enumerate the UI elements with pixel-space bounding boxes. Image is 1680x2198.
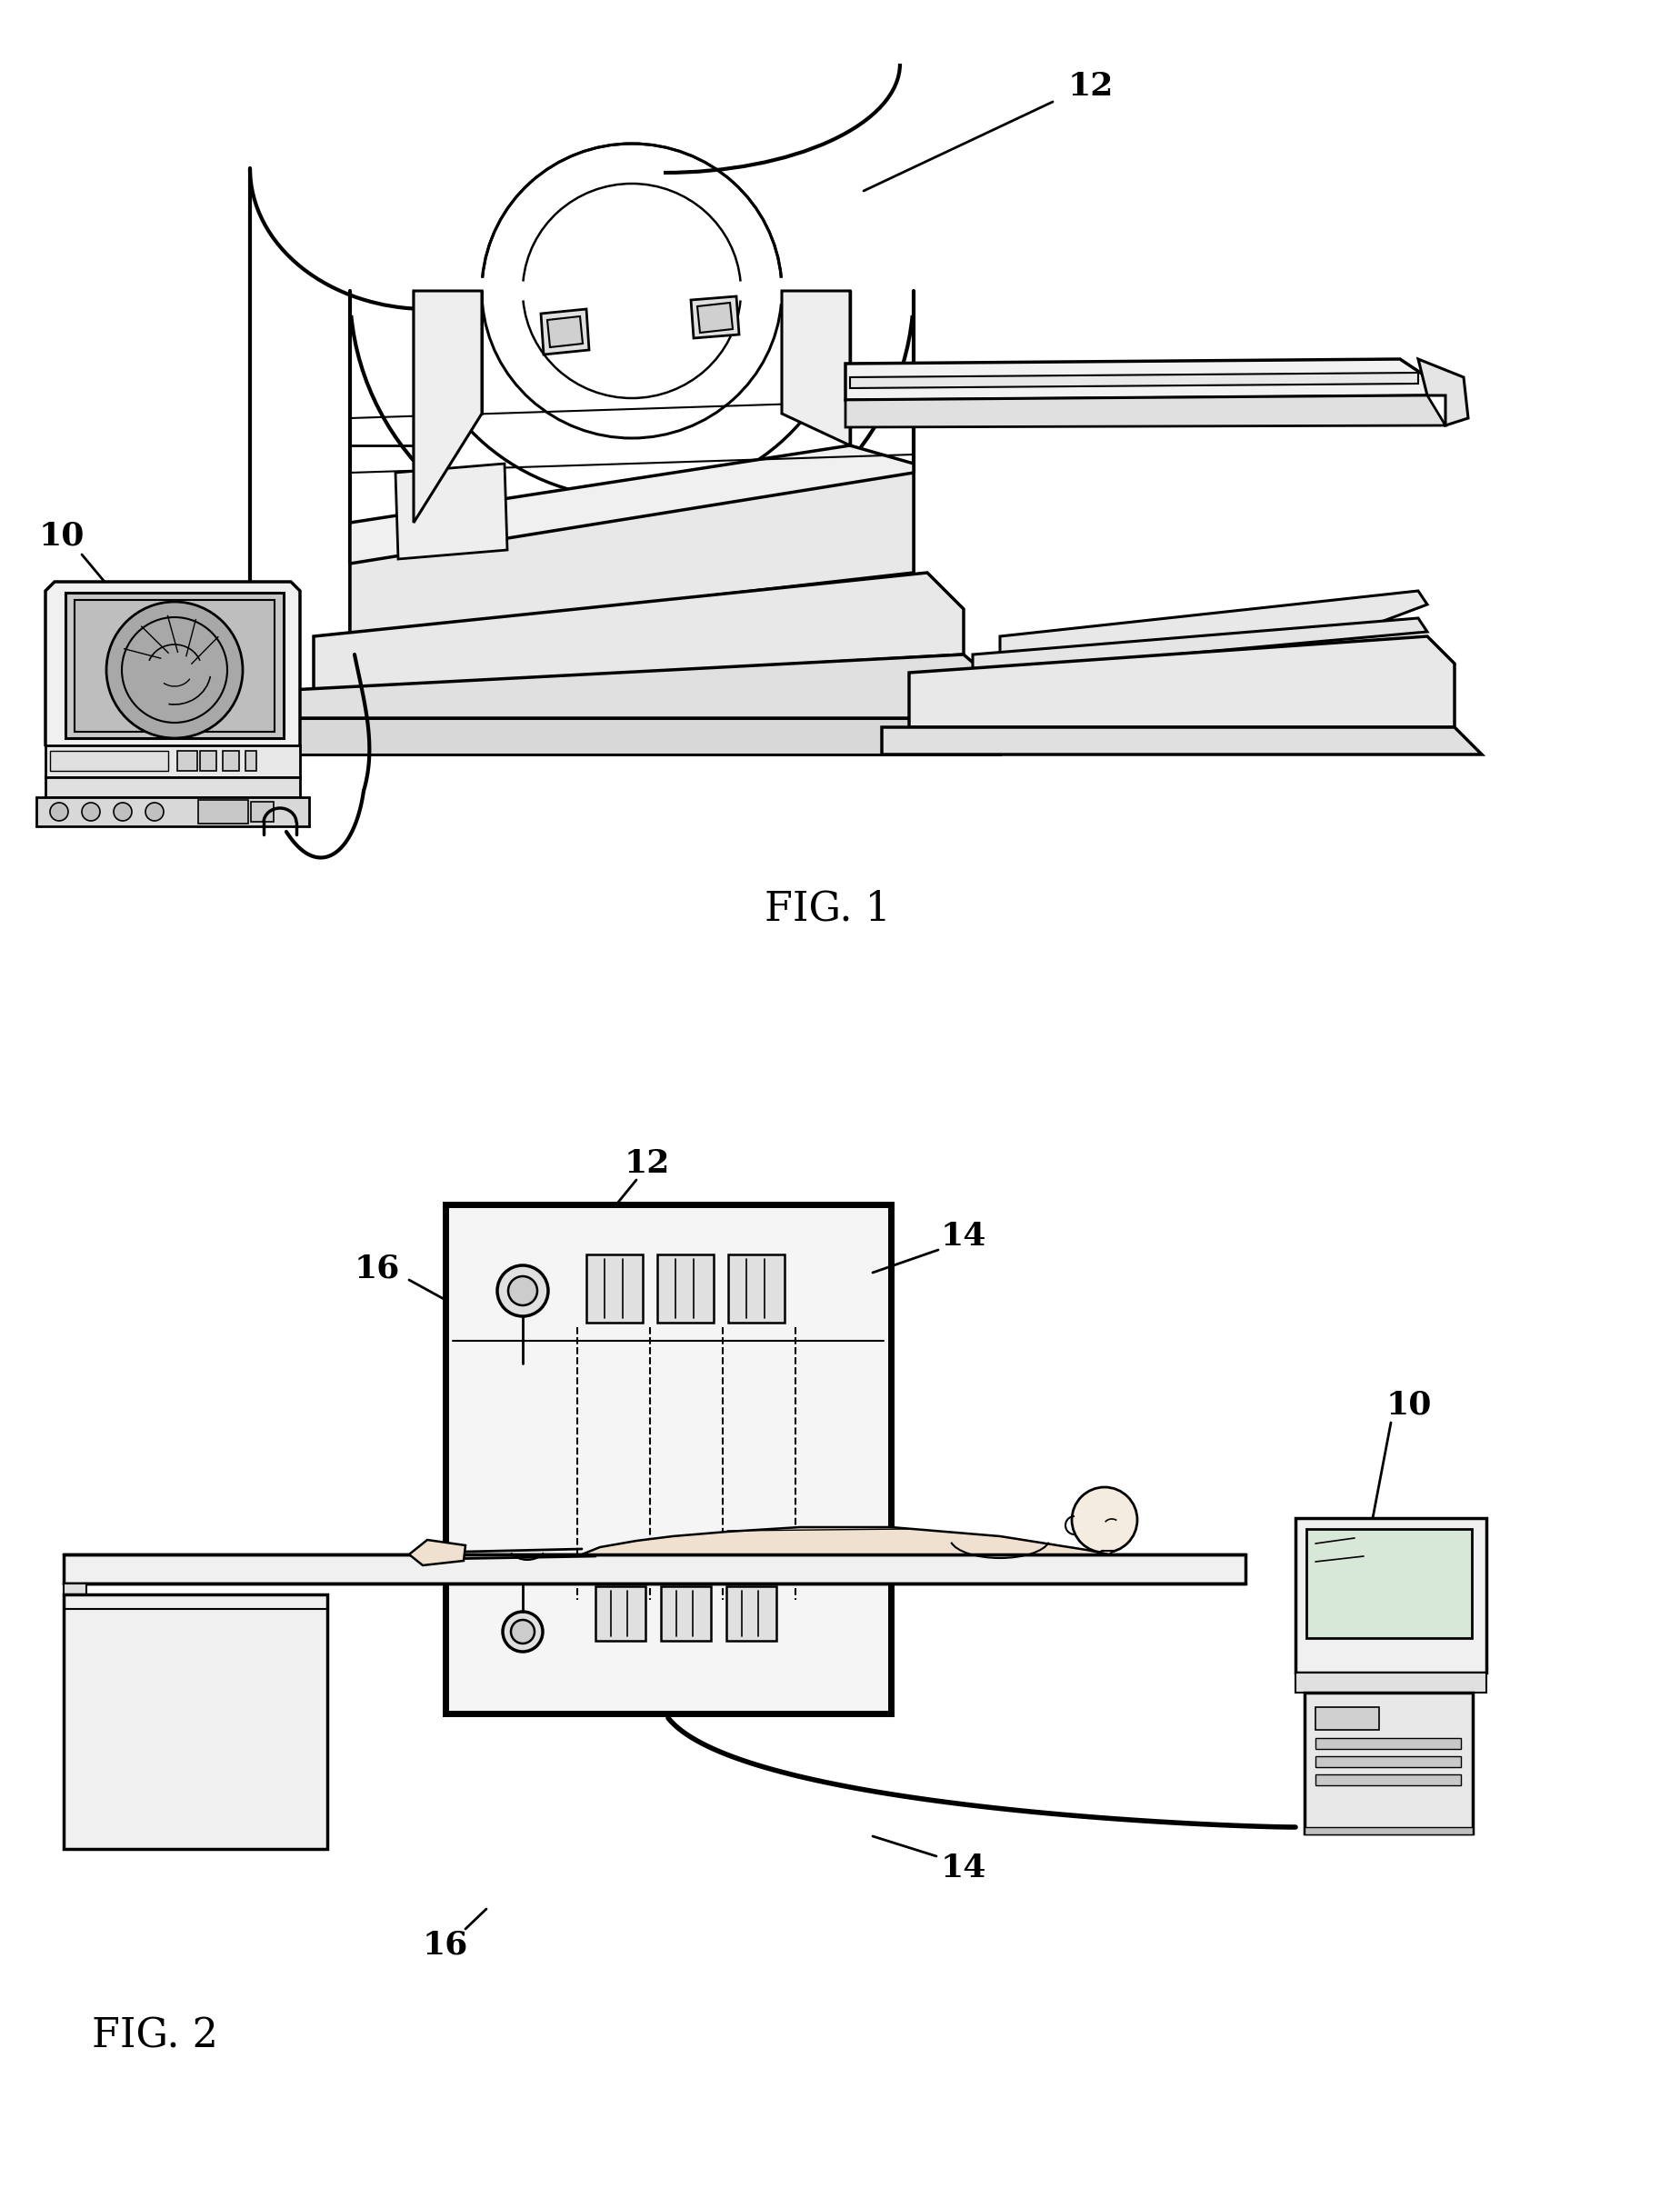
Polygon shape (541, 310, 590, 354)
Polygon shape (909, 635, 1455, 728)
Bar (726, 1587, 776, 1640)
Bar (660, 1587, 711, 1640)
Bar (1315, 1756, 1462, 1767)
Circle shape (106, 602, 242, 739)
Circle shape (511, 1620, 534, 1644)
Polygon shape (882, 728, 1482, 754)
Bar (445, 1205, 890, 1714)
Polygon shape (845, 396, 1445, 426)
Bar (1305, 1692, 1473, 1833)
Bar (50, 752, 168, 771)
Text: 14: 14 (941, 1220, 986, 1251)
Bar (198, 800, 249, 824)
Polygon shape (349, 473, 914, 635)
Bar (1315, 1708, 1379, 1730)
Text: 10: 10 (1386, 1389, 1431, 1420)
Text: 12: 12 (1068, 70, 1114, 101)
Circle shape (50, 802, 69, 820)
Polygon shape (410, 1541, 465, 1565)
Bar (245, 752, 257, 771)
Polygon shape (272, 719, 1000, 754)
Polygon shape (973, 618, 1428, 673)
Circle shape (497, 1266, 548, 1317)
Polygon shape (845, 358, 1428, 400)
Bar (45, 745, 301, 778)
Bar (74, 600, 274, 732)
Circle shape (146, 802, 163, 820)
Polygon shape (690, 297, 739, 338)
Text: FIG. 2: FIG. 2 (91, 2016, 218, 2055)
Bar (1305, 1827, 1473, 1835)
Polygon shape (1418, 358, 1468, 426)
Polygon shape (548, 317, 583, 347)
Bar (223, 752, 239, 771)
Bar (1315, 1739, 1462, 1750)
Text: 10: 10 (39, 521, 84, 552)
Polygon shape (1000, 591, 1428, 655)
Circle shape (502, 1611, 543, 1651)
Polygon shape (581, 1528, 1109, 1554)
Bar (250, 802, 274, 822)
Circle shape (507, 1277, 538, 1306)
Text: 16: 16 (354, 1253, 400, 1284)
Bar (1295, 1519, 1487, 1673)
Bar (1295, 1673, 1487, 1692)
Bar (200, 752, 217, 771)
Polygon shape (413, 290, 482, 523)
Bar (64, 1583, 86, 1594)
Bar (1315, 1774, 1462, 1785)
Bar (64, 1594, 328, 1849)
Polygon shape (45, 582, 301, 754)
Polygon shape (781, 290, 850, 446)
Bar (64, 1554, 1245, 1583)
Circle shape (114, 802, 131, 820)
Bar (1307, 1530, 1472, 1638)
Circle shape (1072, 1488, 1137, 1552)
Bar (657, 1255, 714, 1323)
Bar (66, 593, 284, 739)
Polygon shape (1097, 1552, 1114, 1554)
Text: 14: 14 (941, 1853, 986, 1884)
Polygon shape (850, 374, 1418, 389)
Bar (37, 798, 309, 826)
Bar (178, 752, 197, 771)
Polygon shape (272, 655, 1000, 719)
Polygon shape (314, 574, 964, 690)
Polygon shape (395, 464, 507, 558)
Bar (727, 1255, 785, 1323)
Polygon shape (697, 303, 732, 332)
Text: 12: 12 (625, 1147, 670, 1178)
Bar (586, 1255, 643, 1323)
Circle shape (82, 802, 101, 820)
Bar (595, 1587, 645, 1640)
Polygon shape (349, 446, 914, 635)
Text: 16: 16 (423, 1930, 469, 1961)
Text: FIG. 1: FIG. 1 (764, 890, 890, 928)
Bar (45, 778, 301, 798)
